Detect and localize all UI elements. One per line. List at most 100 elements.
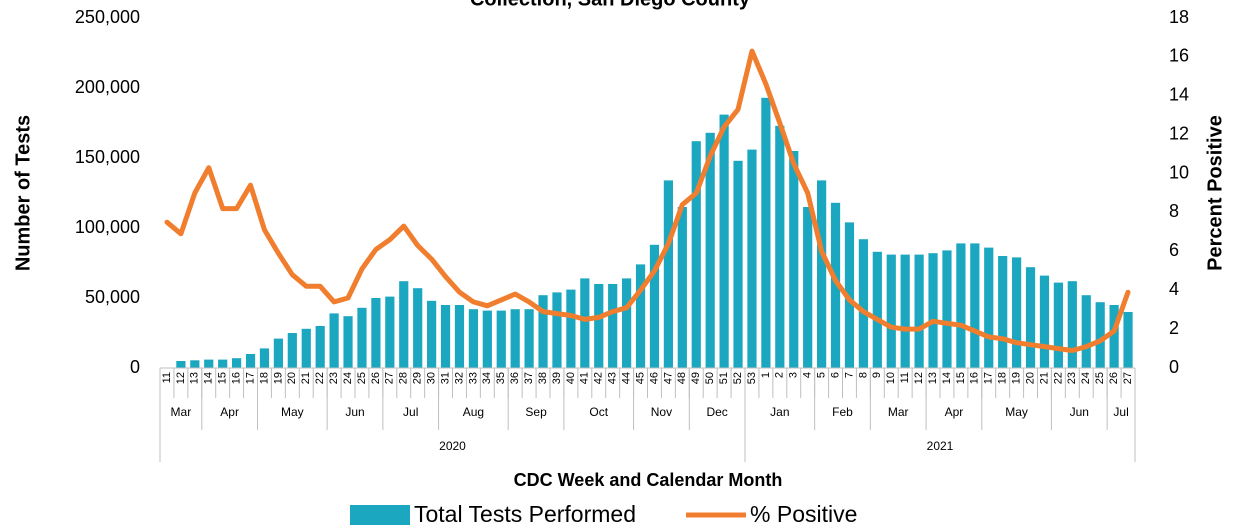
x-tick-label: 2 [774,372,786,378]
x-tick-label: 29 [412,372,424,384]
bar [1039,275,1050,368]
legend-label: % Positive [750,501,857,527]
bar [803,207,813,368]
month-label: Oct [589,405,608,419]
y2-tick-label: 0 [1169,357,1179,377]
x-tick-label: 32 [453,372,465,384]
bar [454,305,465,368]
y2-tick-label: 16 [1169,46,1189,66]
y2-tick-label: 14 [1169,85,1189,105]
x-tick-label: 12 [175,372,187,384]
bar [1123,312,1133,368]
bar [649,244,660,368]
bar [691,141,701,368]
bar [566,289,576,368]
x-tick-label: 28 [398,372,410,384]
bar [1081,295,1091,368]
bar [440,305,451,368]
bar [413,288,423,368]
bar [399,281,409,368]
y2-tick-label: 12 [1169,123,1189,143]
y-tick-label: 250,000 [75,7,140,27]
x-tick-label: 24 [1080,372,1092,384]
y2-tick-label: 4 [1169,279,1179,299]
x-tick-label: 23 [1066,372,1078,384]
month-label: Apr [945,405,964,419]
x-tick-label: 39 [551,372,563,384]
x-tick-label: 7 [843,372,855,378]
bar [984,247,994,368]
month-label: Mar [171,405,192,419]
bar [357,307,367,368]
y2-tick-label: 18 [1169,7,1189,27]
month-label: Apr [220,405,239,419]
month-label: Aug [463,405,484,419]
bar [789,151,799,368]
bar [232,358,242,368]
x-tick-label: 16 [231,372,243,384]
x-tick-label: 26 [1108,372,1120,384]
x-tick-label: 20 [1024,372,1036,384]
bar [761,97,771,369]
bar [622,278,632,368]
month-label: Jul [1113,405,1128,419]
bar [315,326,325,368]
x-tick-label: 40 [565,372,577,384]
x-tick-label: 38 [537,372,549,384]
x-tick-label: 4 [802,372,814,378]
y-tick-label: 200,000 [75,77,140,97]
month-label: Mar [888,405,909,419]
bar [580,278,590,368]
x-tick-label: 50 [704,372,716,384]
x-tick-label: 19 [1011,372,1023,384]
bar [635,264,646,368]
x-tick-label: 14 [941,372,953,384]
x-tick-label: 18 [258,372,270,384]
bar [1095,302,1105,368]
x-tick-label: 14 [203,372,215,384]
bar [1109,305,1119,368]
bar [677,207,687,368]
y-axis-title: Number of Tests [12,115,34,271]
x-tick-label: 49 [690,372,702,384]
bar [956,243,966,368]
x-tick-label: 53 [746,372,758,384]
chart-title: Collection, San Diego County [470,0,751,10]
x-tick-label: 36 [509,372,521,384]
x-tick-label: 5 [816,372,828,378]
bar [775,125,785,368]
x-tick-label: 19 [272,372,284,384]
bar [900,254,910,368]
y2-axis-title: Percent Positive [1204,115,1226,271]
y2-tick-label: 8 [1169,201,1179,221]
bar [204,359,214,368]
bar [817,180,827,368]
bar [218,359,228,368]
month-label: Jan [770,405,789,419]
bar [329,313,339,368]
x-tick-label: 17 [983,372,995,384]
x-tick-label: 6 [829,372,841,378]
x-tick-label: 13 [189,372,201,384]
bar [928,253,938,368]
x-tick-label: 48 [676,372,688,384]
x-tick-label: 27 [1122,372,1134,384]
bar [872,251,882,368]
x-tick-label: 47 [662,372,674,384]
x-tick-label: 1 [760,372,772,378]
bar [747,149,757,368]
bar [524,309,534,368]
x-tick-label: 11 [161,372,173,383]
bar [608,284,618,368]
bar [914,254,924,368]
x-tick-label: 20 [286,372,298,384]
bar [830,202,841,368]
bar [942,250,952,368]
year-label: 2020 [439,439,466,453]
x-tick-label: 3 [788,372,800,378]
x-axis-title: CDC Week and Calendar Month [514,470,783,490]
bar [1053,282,1063,368]
y-tick-label: 150,000 [75,147,140,167]
x-tick-label: 11 [899,372,911,383]
x-tick-label: 30 [426,372,438,384]
